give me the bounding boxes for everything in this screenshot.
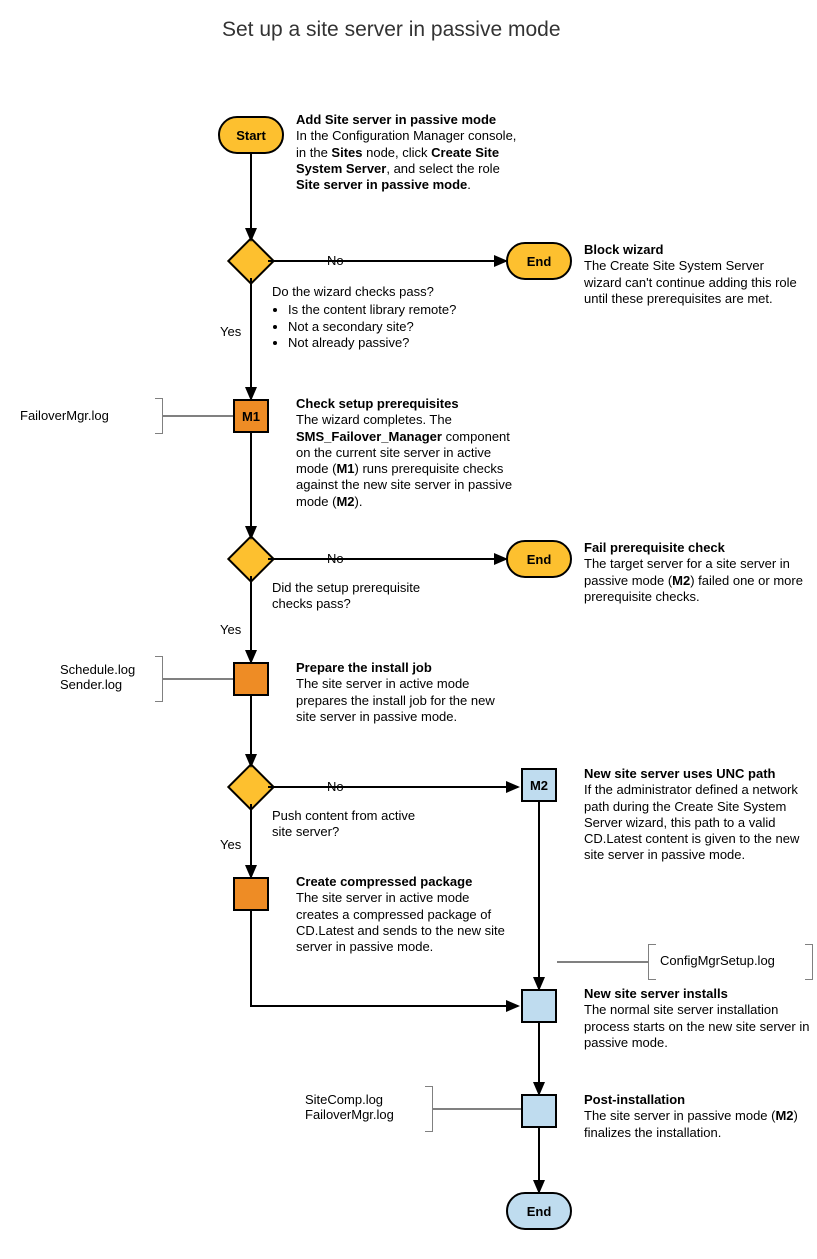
desc-install_desc: New site server installsThe normal site … <box>584 986 814 1051</box>
log-connector-log4 <box>433 1108 521 1110</box>
log-connector-log2 <box>163 678 233 680</box>
edge-label-d2_no: No <box>326 551 345 566</box>
desc-end2_desc: Fail prerequisite checkThe target server… <box>584 540 814 605</box>
decision-d2 <box>234 542 268 576</box>
log-label-log3: ConfigMgrSetup.log <box>660 953 775 968</box>
decision-d3 <box>234 770 268 804</box>
node-install <box>521 989 557 1023</box>
edge-label-d3_no: No <box>326 779 345 794</box>
page-title: Set up a site server in passive mode <box>222 18 561 42</box>
bracket-log3-l <box>648 944 656 980</box>
desc-start_desc: Add Site server in passive modeIn the Co… <box>296 112 526 193</box>
desc-pkg_desc: Create compressed packageThe site server… <box>296 874 511 955</box>
edge-label-d1_yes: Yes <box>219 324 242 339</box>
node-end2: End <box>506 540 572 578</box>
bracket-log4 <box>425 1086 433 1132</box>
log-label-log1: FailoverMgr.log <box>20 408 109 423</box>
decision-d1 <box>234 244 268 278</box>
node-start: Start <box>218 116 284 154</box>
node-m2: M2 <box>521 768 557 802</box>
desc-d1_desc: Do the wizard checks pass?Is the content… <box>272 284 492 351</box>
desc-m1_desc: Check setup prerequisitesThe wizard comp… <box>296 396 526 510</box>
edge-label-d1_no: No <box>326 253 345 268</box>
bracket-log3-r <box>805 944 813 980</box>
edge-label-d3_yes: Yes <box>219 837 242 852</box>
desc-post_desc: Post-installationThe site server in pass… <box>584 1092 814 1141</box>
desc-prep_desc: Prepare the install jobThe site server i… <box>296 660 516 725</box>
node-prep <box>233 662 269 696</box>
log-connector-log3 <box>557 961 648 963</box>
node-m1: M1 <box>233 399 269 433</box>
log-label-log4: SiteComp.log FailoverMgr.log <box>305 1092 394 1122</box>
log-label-log2: Schedule.log Sender.log <box>60 662 135 692</box>
node-end1: End <box>506 242 572 280</box>
log-connector-log1 <box>163 415 233 417</box>
node-pkg <box>233 877 269 911</box>
desc-end1_desc: Block wizardThe Create Site System Serve… <box>584 242 804 307</box>
bracket-log1 <box>155 398 163 434</box>
node-end3: End <box>506 1192 572 1230</box>
desc-d2_desc: Did the setup prerequisite checks pass? <box>272 580 432 613</box>
desc-d3_desc: Push content from active site server? <box>272 808 432 841</box>
desc-m2_desc: New site server uses UNC pathIf the admi… <box>584 766 814 864</box>
edge-label-d2_yes: Yes <box>219 622 242 637</box>
bracket-log2 <box>155 656 163 702</box>
node-post <box>521 1094 557 1128</box>
